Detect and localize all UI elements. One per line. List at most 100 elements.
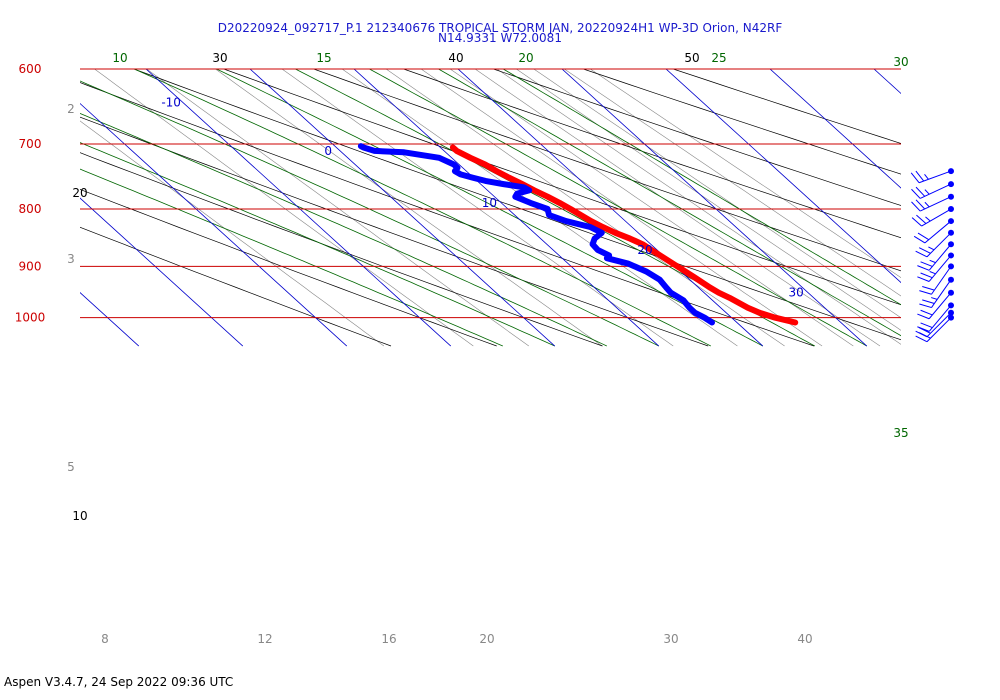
wind-barb <box>911 181 954 199</box>
sounding-profiles <box>357 143 799 326</box>
isotherm-label: 20 <box>637 243 652 257</box>
mixing-ratio-line <box>589 69 901 278</box>
mixing-ratio-line <box>214 69 603 347</box>
wind-barb-half-flag <box>929 271 936 275</box>
moist-adiabat-line <box>368 69 867 347</box>
wind-barb-half-flag <box>924 189 930 195</box>
isobars <box>80 68 901 319</box>
mixing-ratio-label: 16 <box>381 632 396 646</box>
wind-barb-flag <box>917 313 930 320</box>
dry-adiabat-line <box>672 69 901 144</box>
dry-adiabat-label: 10 <box>72 509 87 523</box>
chart-title: D20220924_092717_P.1 212340676 TROPICAL … <box>217 21 783 35</box>
moist-adiabat-label: 15 <box>316 51 331 65</box>
isotherm-line <box>353 69 660 347</box>
mixing-ratio-line <box>563 69 901 297</box>
isotherm-line <box>80 102 348 347</box>
wind-barb-staff <box>931 279 952 308</box>
wind-barb-half-flag <box>924 174 929 180</box>
moist-adiabat-line <box>437 69 901 337</box>
wind-barb-staff <box>924 220 952 244</box>
dry-adiabat-label: 30 <box>212 51 227 65</box>
wind-barb-staff <box>928 243 952 271</box>
wind-barb-flag <box>917 276 930 282</box>
mixing-ratio-line <box>281 69 674 347</box>
wind-barb-flag <box>911 217 922 227</box>
mixing-ratio-line <box>420 69 823 347</box>
wind-barb-flag <box>910 172 920 184</box>
wind-barb <box>915 229 954 258</box>
mixing-ratio-line <box>80 120 385 347</box>
chart-subtitle-location: N14.9331 W72.0081 <box>438 31 562 45</box>
moist-adiabat-line <box>133 69 711 347</box>
isotherm-line <box>457 69 764 347</box>
wind-barb-flag <box>915 170 925 182</box>
dry-adiabat-line <box>582 69 901 175</box>
dry-adiabat-line <box>312 69 901 272</box>
wind-barb-flag <box>922 299 935 304</box>
dry-adiabat-line <box>80 116 709 347</box>
dry-adiabat-label: 20 <box>72 186 87 200</box>
mixing-ratio-line <box>474 69 881 347</box>
wind-barb-staff <box>926 317 952 343</box>
wind-barb-flag <box>920 272 933 279</box>
wind-barb-flag <box>919 290 932 295</box>
wind-barb <box>917 241 954 271</box>
wind-barb-half-flag <box>928 246 935 251</box>
wind-barb-flag <box>918 247 931 254</box>
wind-barb-flag <box>918 332 931 339</box>
moist-adiabat-line <box>80 168 503 347</box>
isotherm-label: 10 <box>482 196 497 210</box>
wind-barb-flag <box>915 186 926 197</box>
dry-adiabat-line <box>492 69 901 206</box>
wind-barb-flag <box>918 327 931 334</box>
wind-barb <box>919 263 954 295</box>
mixing-ratio-label: 12 <box>257 632 272 646</box>
moist-adiabat-label: 35 <box>893 426 908 440</box>
mixing-ratio-line <box>146 69 529 347</box>
wind-barb <box>915 314 954 343</box>
wind-barb-flag <box>913 235 926 244</box>
dry-adiabat-line <box>80 188 497 347</box>
isotherm-line <box>80 292 140 347</box>
dewpoint-profile <box>357 143 715 326</box>
moist-adiabat-label: 20 <box>518 51 533 65</box>
mixing-ratio-line <box>341 69 738 347</box>
isotherm-label: 30 <box>788 286 803 300</box>
wind-barb-staff <box>921 208 952 227</box>
mixing-ratio-label: 8 <box>101 632 109 646</box>
pressure-label: 700 <box>19 137 42 151</box>
wind-barb <box>917 289 954 320</box>
mixing-ratio-label: 20 <box>479 632 494 646</box>
mixing-ratio-line <box>449 69 854 347</box>
wind-barb <box>919 276 954 309</box>
wind-barb-staff <box>919 183 952 199</box>
dry-adiabat-line <box>80 152 603 347</box>
mixing-ratio-line <box>385 69 785 347</box>
wind-barb-half-flag <box>931 297 938 300</box>
wind-barb-flag <box>917 265 930 271</box>
wind-barb-staff <box>919 196 952 212</box>
temperature-profile <box>449 144 799 326</box>
wind-barb <box>911 193 954 212</box>
mixing-ratio-label: 2 <box>67 102 75 116</box>
mixing-ratio-line <box>496 69 901 345</box>
dry-adiabat-line <box>132 69 901 341</box>
moist-adiabat-line <box>80 112 607 347</box>
mixing-ratio-line <box>533 69 901 319</box>
wind-barb-flag <box>911 188 921 199</box>
wind-barb-staff <box>926 232 952 258</box>
wind-barb-staff <box>928 255 952 282</box>
wind-barb-flag <box>920 322 933 329</box>
wind-barb-flag <box>920 261 933 267</box>
moist-adiabat-label: 10 <box>112 51 127 65</box>
pressure-label: 900 <box>19 259 42 273</box>
isotherm-line <box>665 69 901 284</box>
dry-adiabat-label: 40 <box>448 51 463 65</box>
wind-barb-flag <box>919 303 932 309</box>
wind-barb-staff <box>926 312 952 338</box>
isotherm-line <box>145 69 452 347</box>
wind-barb <box>913 218 954 244</box>
mixing-ratio-line <box>93 69 474 347</box>
mixing-ratio-lines <box>80 69 901 347</box>
